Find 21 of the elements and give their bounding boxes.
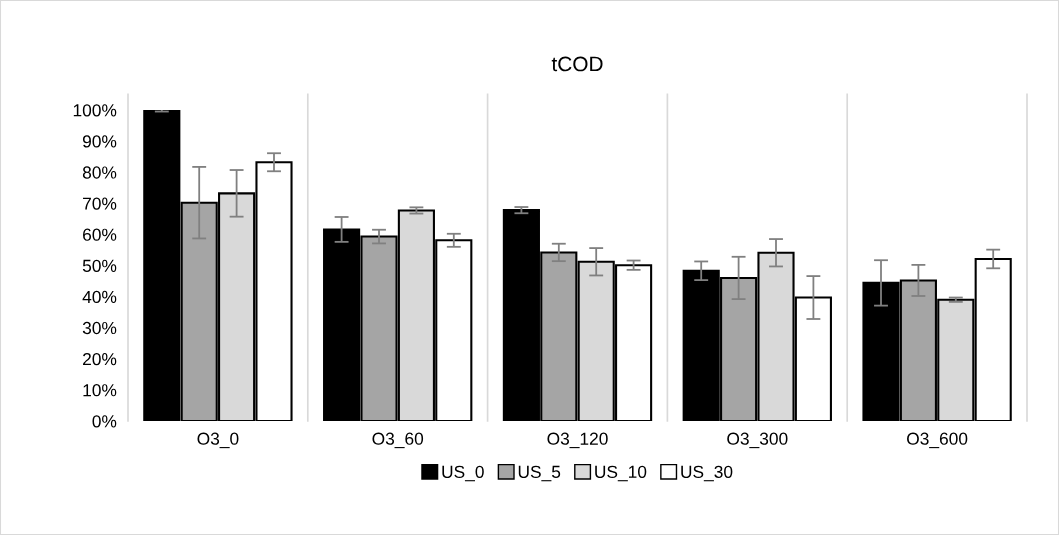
x-tick-label: O3_300 <box>727 432 788 449</box>
y-tick-label: 0% <box>92 415 117 428</box>
x-tick-label: O3_0 <box>197 432 239 449</box>
y-tick-label: 70% <box>83 197 117 210</box>
legend-label: US_5 <box>518 465 561 482</box>
legend-label: US_30 <box>681 465 733 482</box>
y-tick-label: 60% <box>83 228 117 241</box>
y-tick-label: 30% <box>82 321 117 335</box>
y-tick-label: 90% <box>82 135 117 148</box>
y-tick-label: 40% <box>82 290 117 304</box>
x-tick-label: O3_120 <box>547 432 608 449</box>
y-tick-label: 80% <box>82 166 117 179</box>
y-tick-label: 100% <box>73 104 117 117</box>
y-tick-label: 20% <box>83 352 117 366</box>
chart-title: tCOD <box>551 56 603 72</box>
y-tick-label: 50% <box>82 259 117 272</box>
legend-label: US_0 <box>442 465 484 482</box>
legend-label: US_10 <box>595 465 647 482</box>
x-tick-label: O3_60 <box>372 432 424 449</box>
x-tick-label: O3_600 <box>907 432 968 449</box>
y-tick-label: 10% <box>83 384 117 397</box>
